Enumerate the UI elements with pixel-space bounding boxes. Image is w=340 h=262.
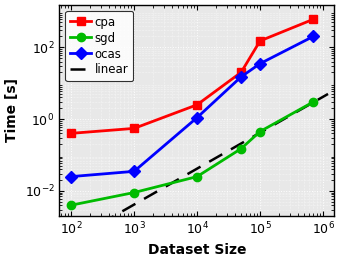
Y-axis label: Time [s]: Time [s] [5,79,19,143]
cpa [311,18,315,21]
ocas [258,62,262,65]
sgd [132,191,136,194]
sgd [69,204,73,207]
ocas [311,35,315,38]
linear [326,92,330,96]
cpa [195,103,199,106]
Legend: cpa, sgd, ocas, linear: cpa, sgd, ocas, linear [65,11,133,81]
sgd [311,100,315,103]
sgd [258,130,262,133]
Line: ocas: ocas [67,32,318,181]
sgd [195,175,199,178]
ocas [132,170,136,173]
linear [55,247,59,250]
cpa [69,132,73,135]
sgd [239,147,243,150]
ocas [69,175,73,178]
cpa [258,39,262,42]
ocas [195,116,199,119]
Line: cpa: cpa [67,15,318,138]
Line: linear: linear [57,94,328,248]
cpa [239,71,243,74]
Line: sgd: sgd [67,98,318,209]
ocas [239,75,243,78]
X-axis label: Dataset Size: Dataset Size [148,243,246,257]
cpa [132,127,136,130]
